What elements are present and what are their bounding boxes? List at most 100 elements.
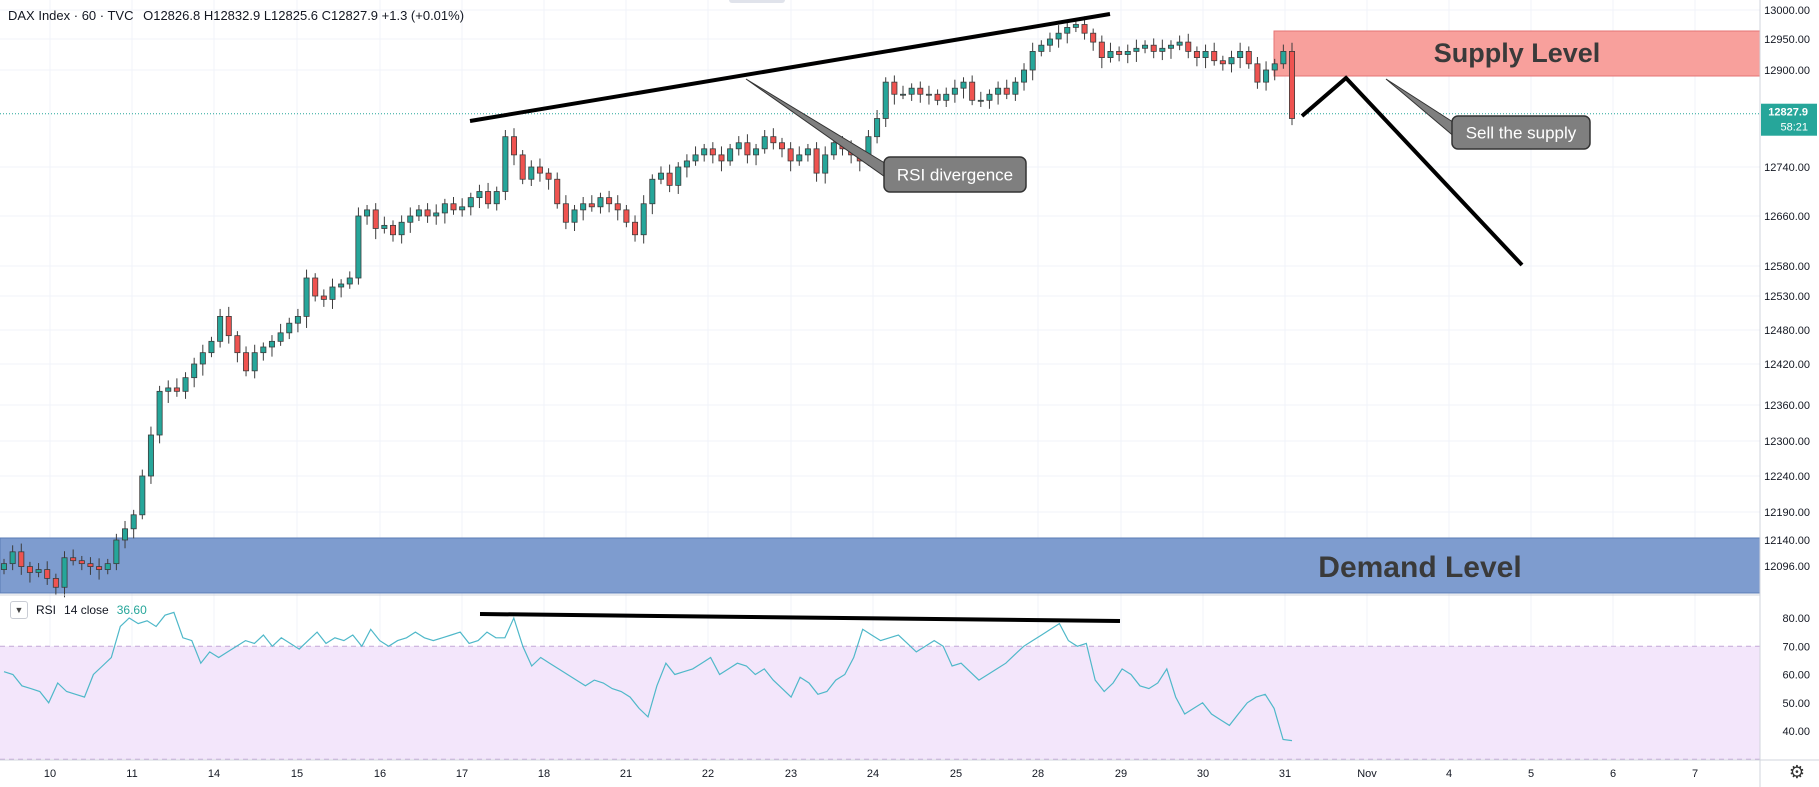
candle-body <box>433 212 440 217</box>
candle-body <box>900 93 907 96</box>
time-tick-label: 22 <box>702 768 714 780</box>
price-tick-label: 12480.00 <box>1764 325 1810 337</box>
candle-body <box>545 172 552 180</box>
time-tick-label: 29 <box>1115 768 1127 780</box>
rsi-value: 36.60 <box>116 603 147 617</box>
candle-body <box>225 315 232 337</box>
rsi-tick-label: 70.00 <box>1782 641 1810 653</box>
candle-body <box>450 203 457 211</box>
candle-body <box>70 557 77 562</box>
candle-body <box>554 178 561 205</box>
demand-zone-label: Demand Level <box>1318 551 1521 584</box>
candle-body <box>389 224 396 236</box>
candle-body <box>1193 51 1200 59</box>
candle-body <box>813 148 820 174</box>
candle-body <box>355 215 362 279</box>
price-tick-label: 13000.00 <box>1764 5 1810 17</box>
time-tick-label: 11 <box>126 768 137 780</box>
candle-body <box>1064 26 1071 34</box>
candle-body <box>251 352 258 372</box>
candle-body <box>718 154 725 162</box>
time-tick-label: 5 <box>1528 768 1534 780</box>
candle-body <box>1245 51 1252 65</box>
candle-body <box>761 136 768 150</box>
candle-body <box>1150 44 1157 52</box>
last-price-label-bg <box>1761 103 1817 136</box>
candle-body <box>511 136 518 156</box>
candle-body <box>113 539 120 565</box>
time-tick-label: 30 <box>1197 768 1209 780</box>
candle-body <box>908 87 915 95</box>
candle-body <box>1038 44 1045 52</box>
candle-body <box>303 277 310 317</box>
candle-body <box>398 221 405 236</box>
time-tick-label: 14 <box>208 768 220 780</box>
price-tick-label: 12530.00 <box>1764 291 1810 303</box>
candle-body <box>459 206 466 211</box>
candle-body <box>329 286 336 300</box>
candle-body <box>1072 24 1079 28</box>
candle-body <box>165 387 172 392</box>
candle-body <box>182 377 189 392</box>
candle-body <box>882 81 889 119</box>
candle-body <box>709 148 716 156</box>
candle-body <box>1254 63 1261 83</box>
candle-body <box>1228 57 1235 65</box>
rsi-tick-label: 60.00 <box>1782 670 1810 682</box>
candle-body <box>381 224 388 229</box>
time-tick-label: Nov <box>1357 768 1377 780</box>
chevron-down-icon[interactable]: ▼ <box>10 601 28 619</box>
candle-body <box>122 528 129 541</box>
candle-body <box>666 172 673 186</box>
candle-body <box>1003 87 1010 95</box>
candle-body <box>52 578 59 588</box>
candle-body <box>606 197 613 205</box>
candle-body <box>675 166 682 186</box>
price-trendline <box>469 12 1111 123</box>
candle-body <box>969 81 976 101</box>
candle-body <box>649 178 656 205</box>
candle-body <box>1098 41 1105 58</box>
time-tick-label: 4 <box>1446 768 1452 780</box>
candle-body <box>415 209 422 217</box>
candle-body <box>18 551 25 567</box>
candle-body <box>502 136 509 192</box>
candle-body <box>130 514 137 530</box>
candle-body <box>156 390 163 436</box>
candle-body <box>632 221 639 236</box>
candle-body <box>1081 24 1088 34</box>
candle-body <box>683 160 690 168</box>
candle-body <box>485 191 492 205</box>
candle-body <box>104 563 111 570</box>
candle-body <box>208 340 215 354</box>
candle-body <box>493 191 500 205</box>
candle-body <box>787 148 794 162</box>
drawings <box>469 12 1524 623</box>
rsi-tick-label: 50.00 <box>1782 698 1810 710</box>
candle-body <box>234 335 241 354</box>
rsi-name: RSI <box>36 603 57 617</box>
projection-path <box>1300 75 1524 267</box>
gear-icon[interactable]: ⚙ <box>1788 762 1805 782</box>
candle-body <box>191 363 198 379</box>
candle-body <box>744 142 751 156</box>
rsi-pane <box>0 594 1819 760</box>
candle-body <box>874 118 881 138</box>
candle-body <box>286 322 293 334</box>
candle-body <box>61 557 68 588</box>
time-tick-label: 21 <box>620 768 632 780</box>
candle-body <box>960 81 967 89</box>
price-tick-label: 12950.00 <box>1764 34 1810 46</box>
time-tick-label: 10 <box>44 768 56 780</box>
candle-body <box>1021 69 1028 83</box>
candle-body <box>623 209 630 223</box>
symbol-info[interactable]: DAX Index · 60 · TVC <box>8 8 134 23</box>
time-tick-label: 23 <box>785 768 797 780</box>
candle-body <box>640 203 647 236</box>
price-tick-label: 12140.00 <box>1764 535 1810 547</box>
sell-callout-text: Sell the supply <box>1466 124 1577 143</box>
top-collapse-handle[interactable] <box>729 0 785 3</box>
time-tick-label: 15 <box>291 768 303 780</box>
price-tick-label: 12096.00 <box>1764 561 1810 573</box>
